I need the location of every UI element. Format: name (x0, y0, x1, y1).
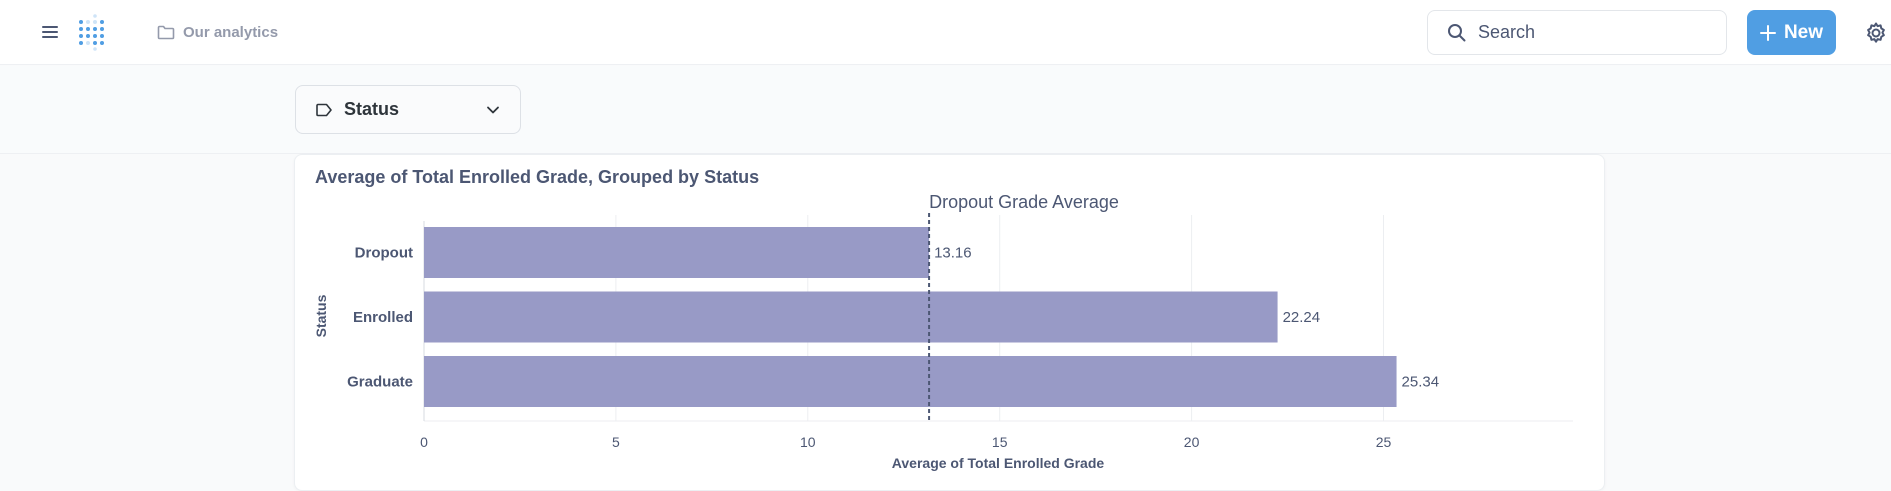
menu-icon[interactable] (38, 23, 62, 41)
search-placeholder: Search (1478, 22, 1536, 42)
folder-icon (157, 25, 175, 40)
status-filter-widget[interactable]: Status (295, 85, 521, 134)
x-tick-label: 5 (612, 434, 620, 450)
filter-bar: Status (0, 66, 1891, 154)
chart-title[interactable]: Average of Total Enrolled Grade, Grouped… (315, 167, 760, 187)
data-label: 13.16 (934, 245, 972, 262)
breadcrumb-collection[interactable]: Our analytics (183, 23, 279, 41)
x-tick-label: 10 (800, 434, 816, 450)
gear-icon[interactable] (1864, 21, 1888, 45)
metabase-logo[interactable] (75, 14, 113, 52)
x-tick-label: 15 (992, 434, 1008, 450)
y-tick-label: Graduate (347, 374, 413, 391)
data-label: 25.34 (1402, 374, 1440, 391)
tag-icon (316, 103, 332, 116)
data-label: 22.24 (1283, 309, 1321, 326)
bar-graduate[interactable] (424, 356, 1397, 407)
new-button[interactable]: New (1747, 10, 1836, 55)
y-tick-label: Dropout (355, 245, 413, 262)
chart-card: Average of Total Enrolled Grade, Grouped… (294, 154, 1605, 491)
search-input[interactable]: Search (1427, 10, 1727, 55)
x-tick-label: 20 (1184, 434, 1200, 450)
x-axis-title: Average of Total Enrolled Grade (892, 455, 1105, 471)
x-tick-label: 0 (420, 434, 428, 450)
plus-icon (1759, 24, 1776, 41)
breadcrumb[interactable]: Our analytics (157, 21, 278, 43)
y-axis-title: Status (313, 294, 329, 337)
new-button-label: New (1783, 21, 1824, 43)
top-navigation-bar: Our analytics Search New (0, 0, 1891, 65)
chevron-down-icon[interactable] (486, 103, 500, 117)
y-tick-label: Enrolled (353, 309, 413, 326)
bar-enrolled[interactable] (424, 291, 1278, 343)
search-icon (1448, 24, 1466, 42)
goal-line-label: Dropout Grade Average (929, 192, 1119, 212)
bar-dropout[interactable] (424, 227, 930, 278)
x-tick-label: 25 (1376, 434, 1392, 450)
status-filter-label: Status (344, 99, 400, 119)
bar-chart: 0 5 10 15 20 25 Dropout 13.16 Enrolled 22.24 Gradu… (313, 192, 1573, 471)
